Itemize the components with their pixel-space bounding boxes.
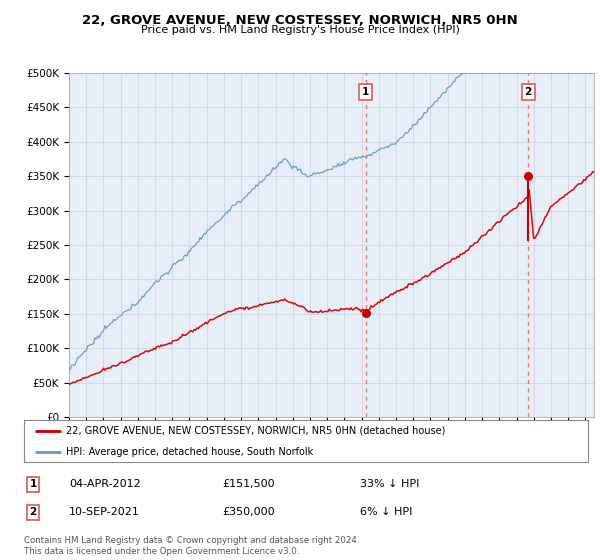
Text: 22, GROVE AVENUE, NEW COSTESSEY, NORWICH, NR5 0HN: 22, GROVE AVENUE, NEW COSTESSEY, NORWICH… (82, 14, 518, 27)
Text: 22, GROVE AVENUE, NEW COSTESSEY, NORWICH, NR5 0HN (detached house): 22, GROVE AVENUE, NEW COSTESSEY, NORWICH… (66, 426, 446, 436)
Text: 6% ↓ HPI: 6% ↓ HPI (360, 507, 412, 517)
Text: 10-SEP-2021: 10-SEP-2021 (69, 507, 140, 517)
Text: Price paid vs. HM Land Registry's House Price Index (HPI): Price paid vs. HM Land Registry's House … (140, 25, 460, 35)
Text: Contains HM Land Registry data © Crown copyright and database right 2024.
This d: Contains HM Land Registry data © Crown c… (24, 536, 359, 556)
Text: 1: 1 (362, 87, 370, 97)
Text: 33% ↓ HPI: 33% ↓ HPI (360, 479, 419, 489)
Text: 2: 2 (29, 507, 37, 517)
Text: 2: 2 (524, 87, 532, 97)
Text: 1: 1 (29, 479, 37, 489)
Text: £350,000: £350,000 (222, 507, 275, 517)
Text: HPI: Average price, detached house, South Norfolk: HPI: Average price, detached house, Sout… (66, 447, 314, 457)
Text: 04-APR-2012: 04-APR-2012 (69, 479, 141, 489)
Text: £151,500: £151,500 (222, 479, 275, 489)
